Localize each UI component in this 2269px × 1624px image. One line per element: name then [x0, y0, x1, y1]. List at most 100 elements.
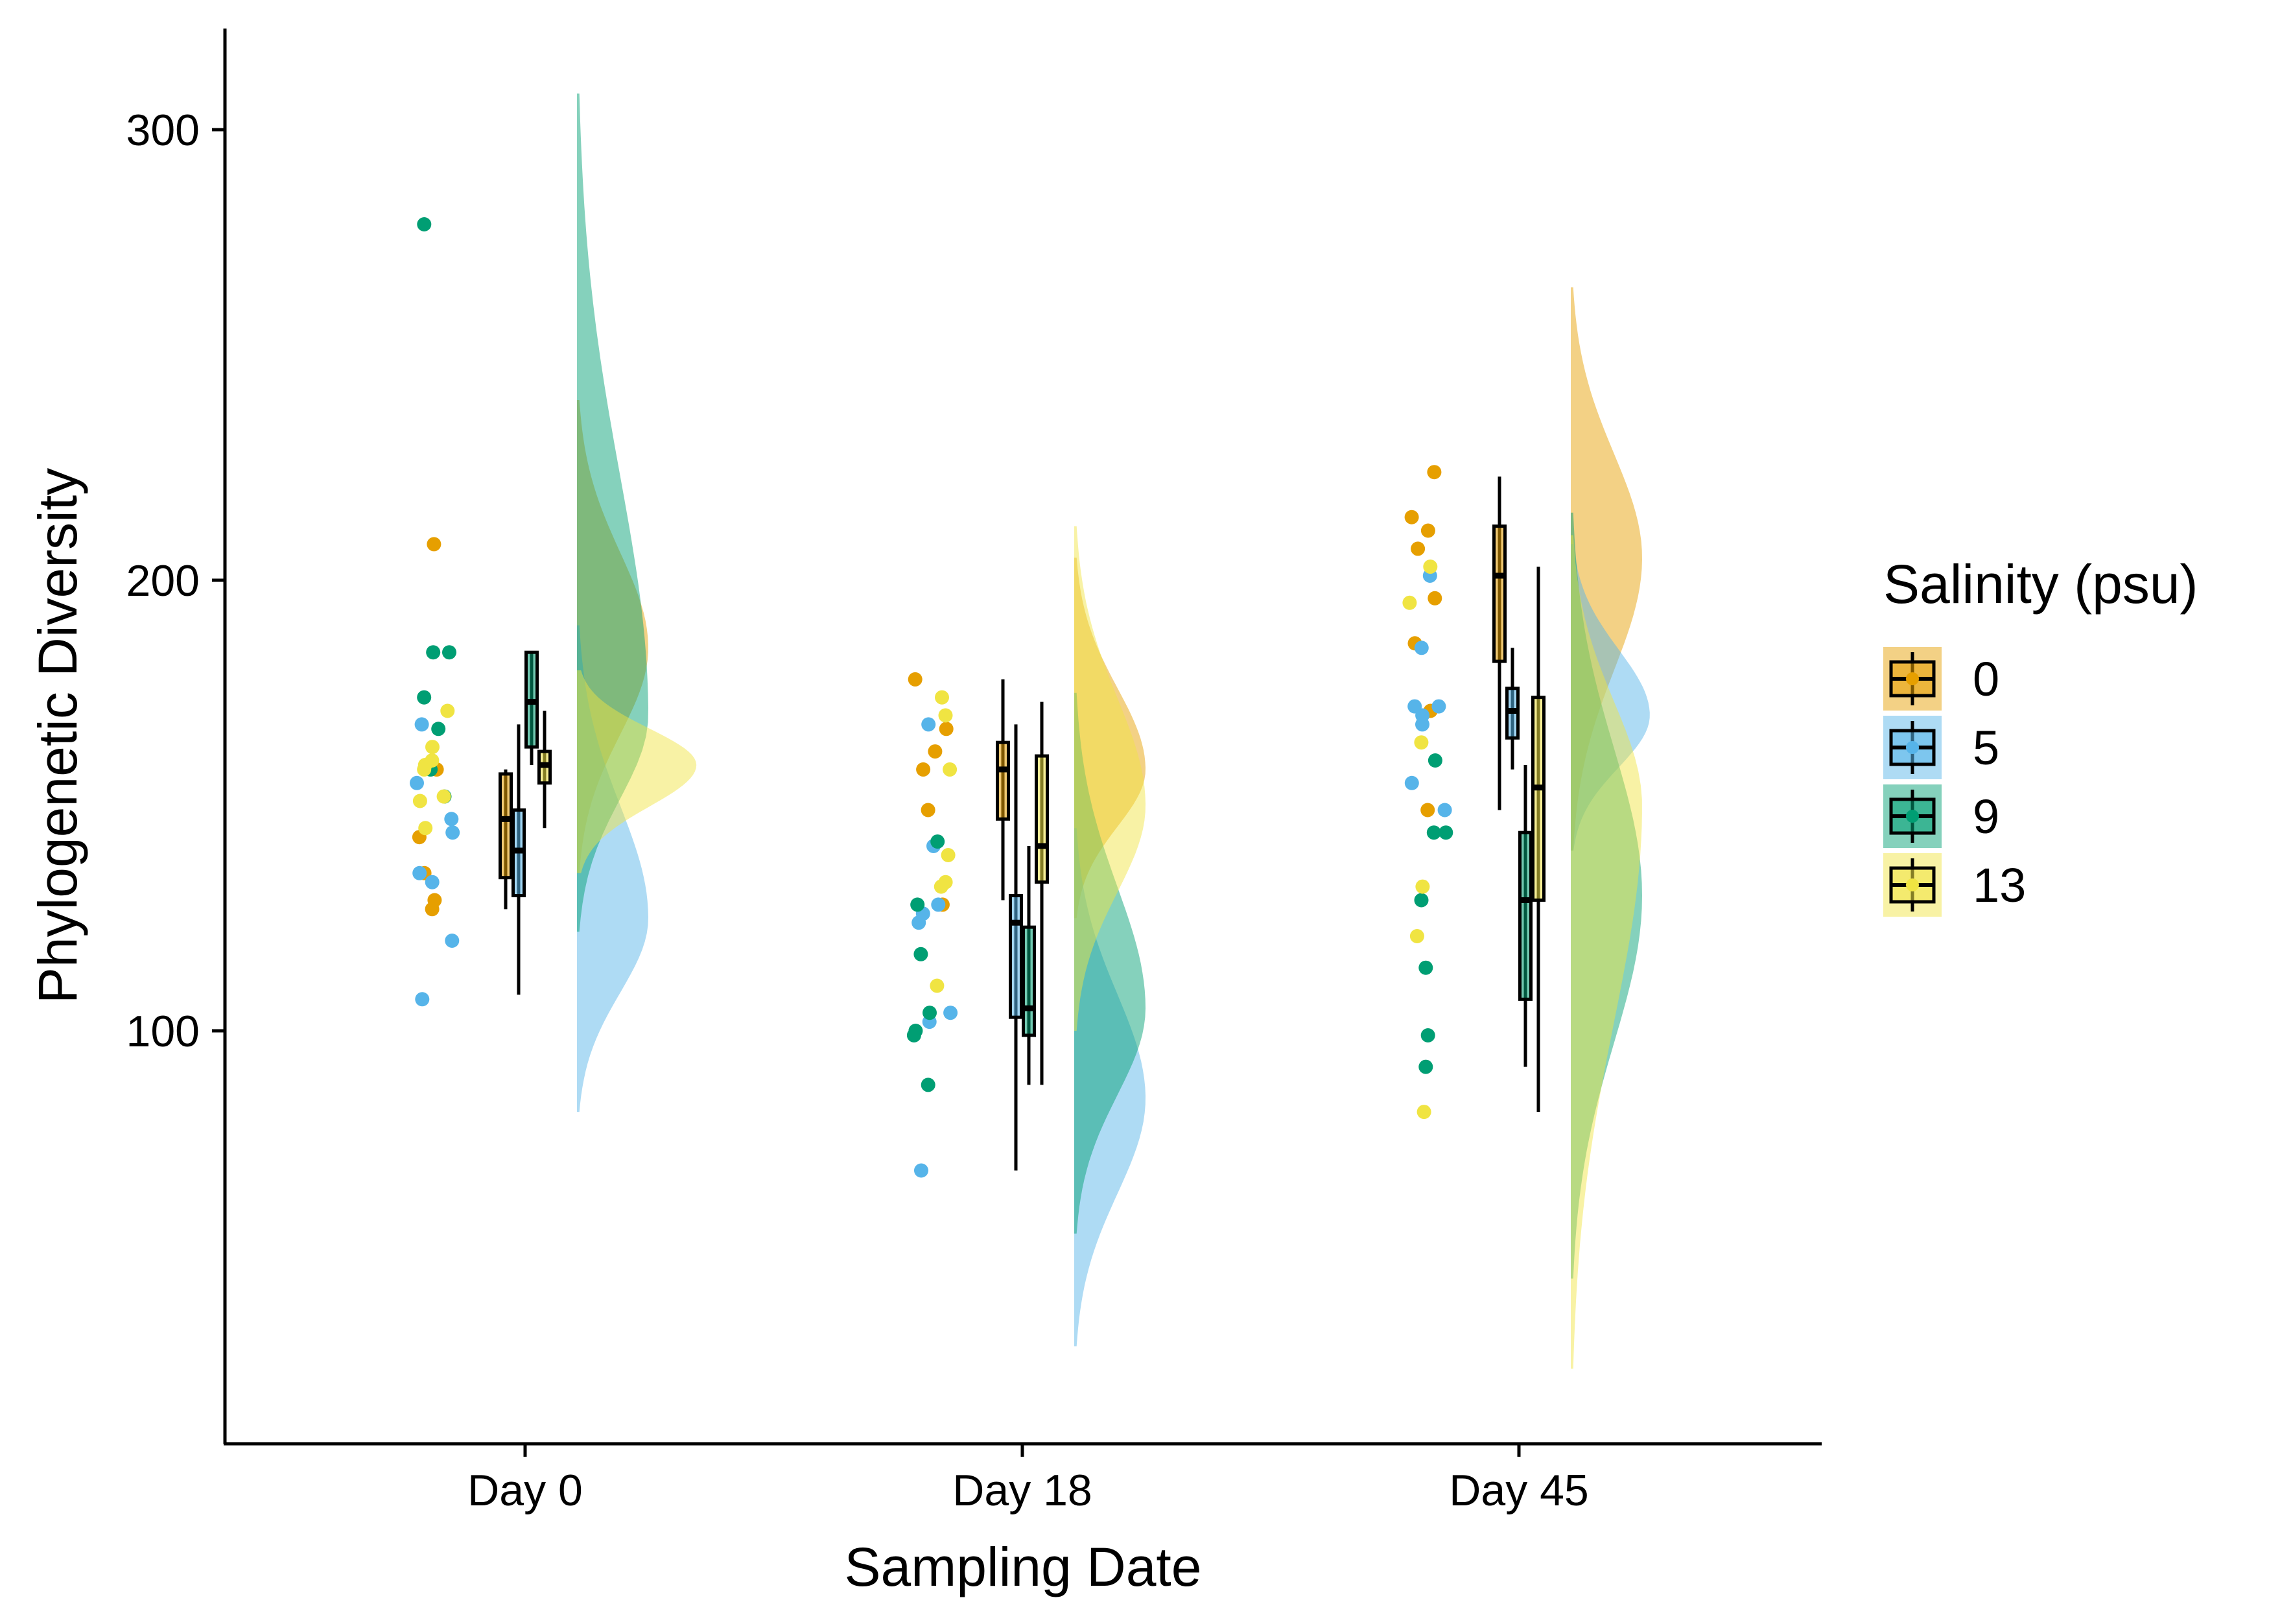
- density-cloud-5-day-45: [1571, 544, 1650, 851]
- density-cloud-0-day-45: [1571, 287, 1642, 851]
- legend-item-13: 13: [1883, 853, 2026, 917]
- data-point: [1418, 960, 1433, 975]
- data-point: [1414, 641, 1429, 655]
- data-point: [1420, 803, 1435, 818]
- density-cloud-9-day-18: [1074, 692, 1146, 1234]
- data-point: [414, 717, 429, 732]
- legend-item-9: 9: [1883, 784, 1999, 848]
- data-point: [923, 1006, 937, 1020]
- data-point: [417, 762, 432, 777]
- data-point: [1428, 591, 1442, 606]
- data-point: [445, 934, 460, 948]
- y-tick-label: 200: [126, 556, 200, 606]
- data-point: [442, 645, 456, 660]
- data-point: [410, 775, 424, 790]
- data-point: [425, 875, 440, 889]
- legend-label: 5: [1973, 721, 1999, 775]
- boxplot-0-day-45: [1492, 477, 1507, 810]
- data-point: [930, 834, 945, 849]
- density-cloud-9-day-45: [1571, 512, 1642, 1279]
- boxplot-13-day-18: [1035, 701, 1049, 1085]
- data-point: [934, 879, 948, 894]
- density-cloud-13-day-0: [577, 670, 697, 873]
- boxplot-5-day-18: [1009, 724, 1023, 1171]
- data-point: [1431, 699, 1446, 714]
- boxplot-13-day-45: [1531, 567, 1546, 1112]
- data-point: [415, 992, 430, 1007]
- data-point: [910, 897, 925, 912]
- legend: Salinity (psu) 0 5 9 13: [1883, 554, 2198, 917]
- data-point: [921, 717, 936, 732]
- data-point: [1414, 735, 1429, 750]
- boxplot-9-day-0: [524, 650, 539, 765]
- legend-item-5: 5: [1883, 716, 1999, 779]
- legend-label: 13: [1973, 858, 2026, 912]
- data-point: [425, 740, 440, 755]
- data-point: [426, 645, 441, 660]
- data-point: [1420, 523, 1435, 538]
- data-point: [1414, 893, 1429, 908]
- data-point: [931, 897, 946, 912]
- y-axis-title: Phylogenetic Diversity: [27, 468, 88, 1004]
- data-point: [412, 794, 427, 808]
- boxplot-layer: [499, 477, 1546, 1171]
- data-point: [427, 893, 442, 908]
- data-point: [436, 789, 451, 804]
- boxplot-0-day-18: [996, 679, 1010, 900]
- x-tick-label: Day 45: [1449, 1466, 1588, 1515]
- density-layer: [577, 93, 1650, 1369]
- data-point: [906, 1028, 921, 1042]
- data-point: [938, 708, 953, 723]
- data-point: [930, 978, 945, 993]
- data-point: [1427, 465, 1442, 480]
- data-point: [418, 821, 433, 836]
- data-point: [417, 217, 432, 231]
- legend-label: 0: [1973, 652, 1999, 706]
- data-point: [412, 865, 427, 880]
- data-point: [440, 703, 455, 718]
- data-point: [1417, 1105, 1431, 1120]
- boxplot-5-day-0: [511, 724, 526, 995]
- data-point: [1437, 803, 1452, 818]
- data-point: [1428, 753, 1442, 768]
- boxplot-13-day-0: [537, 711, 552, 829]
- tick-layer: 100 200 300 Day 0 Day 18 Day 45: [126, 106, 1589, 1515]
- legend-title: Salinity (psu): [1883, 554, 2198, 615]
- data-point: [1415, 717, 1429, 732]
- density-cloud-13-day-45: [1571, 535, 1642, 1369]
- data-point: [943, 1006, 958, 1020]
- data-point: [1423, 559, 1438, 574]
- data-point: [1415, 879, 1430, 894]
- data-point: [935, 690, 949, 705]
- density-cloud-5-day-0: [577, 625, 648, 1112]
- density-cloud-5-day-18: [1074, 828, 1146, 1347]
- density-cloud-9-day-0: [577, 93, 648, 932]
- data-point: [445, 825, 460, 840]
- data-point: [444, 812, 459, 827]
- data-point: [921, 1077, 935, 1092]
- data-point: [1404, 510, 1419, 524]
- boxplot-5-day-45: [1505, 648, 1520, 770]
- data-point: [911, 915, 926, 930]
- data-point: [913, 947, 928, 961]
- data-point: [1404, 775, 1419, 790]
- data-point: [916, 762, 931, 777]
- data-point: [939, 722, 954, 736]
- x-axis-title: Sampling Date: [845, 1536, 1202, 1597]
- legend-label: 9: [1973, 790, 1999, 843]
- boxplot-0-day-0: [499, 769, 513, 910]
- density-cloud-0-day-18: [1074, 558, 1146, 919]
- x-tick-label: Day 18: [952, 1466, 1092, 1515]
- data-point: [914, 1163, 928, 1178]
- data-point: [1420, 1028, 1435, 1042]
- boxplot-9-day-18: [1022, 846, 1036, 1085]
- data-point: [1402, 595, 1417, 610]
- data-point: [417, 690, 432, 705]
- y-tick-label: 100: [126, 1007, 200, 1056]
- data-point: [1439, 825, 1453, 840]
- density-cloud-13-day-18: [1074, 526, 1146, 1031]
- legend-item-0: 0: [1883, 647, 1999, 711]
- data-point: [908, 672, 923, 687]
